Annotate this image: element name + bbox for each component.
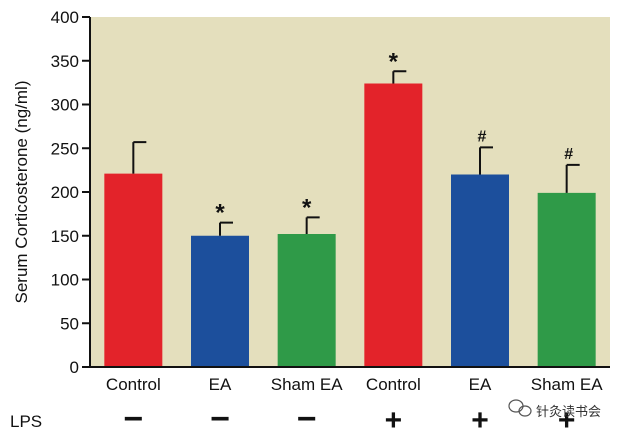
significance-marker: * [215,200,225,227]
y-tick-label: 0 [70,358,79,377]
lps-indicator: − [210,400,230,438]
bar [537,192,596,367]
bar [451,174,509,367]
lps-row-label: LPS [10,412,42,431]
significance-marker: * [389,48,399,75]
lps-indicator: − [123,400,143,438]
axes: 0 50 100 150 200 250 300 350 400 [51,8,610,377]
y-tick-label: 350 [51,52,79,71]
bar [191,235,249,367]
bar [364,83,423,367]
lps-indicator: + [471,404,489,437]
bar [277,234,336,367]
lps-indicator: − [297,400,317,438]
watermark: 针灸读书会 [508,399,601,419]
x-category-label: Sham EA [531,375,603,394]
lps-indicator: + [558,404,576,437]
y-tick-label: 250 [51,139,79,158]
plot-background [90,17,610,367]
y-tick-label: 200 [51,183,79,202]
y-tick-label: 50 [60,314,79,333]
x-category-label: Control [366,375,421,394]
x-category-label: Control [106,375,161,394]
bars-layer: Control − * EA − * Sham EA − * Control + # EA + # Sham … [104,48,603,438]
significance-marker: # [478,128,487,145]
lps-indicator: + [385,404,403,437]
significance-marker: # [564,146,573,163]
bar [104,173,163,367]
x-category-label: EA [209,375,232,394]
y-tick-label: 100 [51,271,79,290]
y-tick-label: 300 [51,96,79,115]
watermark-text: 针灸读书会 [536,404,601,419]
y-tick-label: 400 [51,8,79,27]
x-category-label: EA [469,375,492,394]
significance-marker: * [302,194,312,221]
wechat-icon [508,399,532,417]
y-tick-label: 150 [51,227,79,246]
y-axis-title: Serum Corticosterone (ng/ml) [12,81,31,304]
x-category-label: Sham EA [271,375,343,394]
